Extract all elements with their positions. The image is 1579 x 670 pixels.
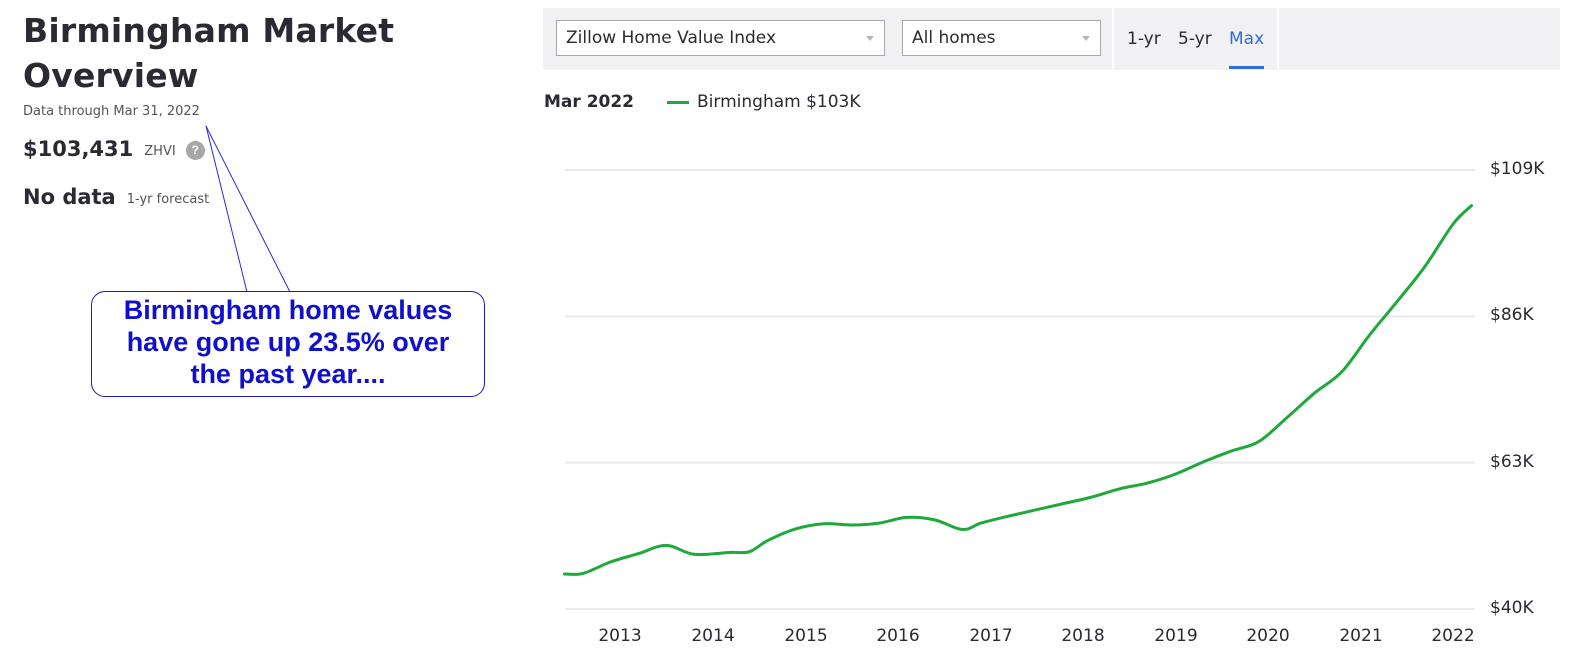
- metric-select[interactable]: Zillow Home Value Index: [556, 20, 885, 56]
- range-tab-max[interactable]: Max: [1229, 29, 1265, 69]
- birmingham-series-line: [563, 204, 1473, 576]
- toolbar-divider: [1112, 8, 1114, 70]
- metric-select-value: Zillow Home Value Index: [566, 28, 777, 48]
- forecast-label: 1-yr forecast: [126, 192, 210, 207]
- y-axis-label: $109K: [1490, 159, 1545, 179]
- callout-line-2: have gone up 23.5% over: [126, 327, 450, 357]
- page-title: Birmingham Market Overview: [23, 8, 503, 98]
- range-tab-1yr[interactable]: 1-yr: [1127, 29, 1161, 49]
- x-axis-label: 2018: [1061, 626, 1105, 646]
- title-line-1: Birmingham Market: [23, 11, 395, 50]
- chart-toolbar: Zillow Home Value Index All homes 1-yr 5…: [543, 8, 1560, 70]
- range-tab-5yr[interactable]: 5-yr: [1178, 29, 1212, 49]
- chevron-down-icon: [866, 36, 874, 41]
- home-type-select[interactable]: All homes: [902, 20, 1101, 56]
- x-axis-label: 2014: [691, 626, 735, 646]
- x-axis-label: 2022: [1431, 626, 1475, 646]
- x-axis-label: 2015: [784, 626, 828, 646]
- annotation-callout: Birmingham home values have gone up 23.5…: [91, 291, 485, 397]
- market-overview-panel: Birmingham Market Overview Data through …: [23, 8, 503, 209]
- zhvi-metric: $103,431 ZHVI ?: [23, 137, 503, 161]
- y-axis-label: $63K: [1490, 451, 1534, 472]
- callout-text: Birmingham home values have gone up 23.5…: [92, 294, 484, 390]
- x-axis-label: 2020: [1246, 626, 1290, 646]
- data-through-date: Data through Mar 31, 2022: [23, 104, 200, 119]
- title-line-2: Overview: [23, 56, 199, 95]
- legend-series-label: Birmingham $103K: [697, 92, 861, 112]
- callout-line-3: the past year....: [190, 359, 386, 389]
- forecast-value: No data: [23, 185, 116, 209]
- forecast-metric: No data 1-yr forecast: [23, 185, 503, 209]
- chart-legend: Mar 2022 Birmingham $103K: [544, 92, 861, 112]
- y-axis-label: $86K: [1490, 305, 1534, 326]
- x-axis-label: 2019: [1154, 626, 1198, 646]
- gridlines: [565, 169, 1475, 610]
- home-type-select-value: All homes: [912, 28, 996, 48]
- x-axis-label: 2013: [598, 626, 642, 646]
- legend-swatch: [667, 100, 690, 104]
- chevron-down-icon: [1082, 36, 1090, 41]
- toolbar-divider: [1277, 8, 1279, 70]
- x-axis-label: 2021: [1339, 626, 1383, 646]
- y-axis-label: $40K: [1490, 598, 1534, 618]
- callout-line-1: Birmingham home values: [123, 295, 453, 325]
- x-axis-label: 2016: [876, 626, 920, 646]
- zhvi-value: $103,431: [23, 137, 134, 161]
- help-icon[interactable]: ?: [185, 140, 205, 160]
- legend-date: Mar 2022: [544, 92, 635, 112]
- zhvi-label: ZHVI: [144, 144, 176, 159]
- x-axis-label: 2017: [969, 626, 1013, 646]
